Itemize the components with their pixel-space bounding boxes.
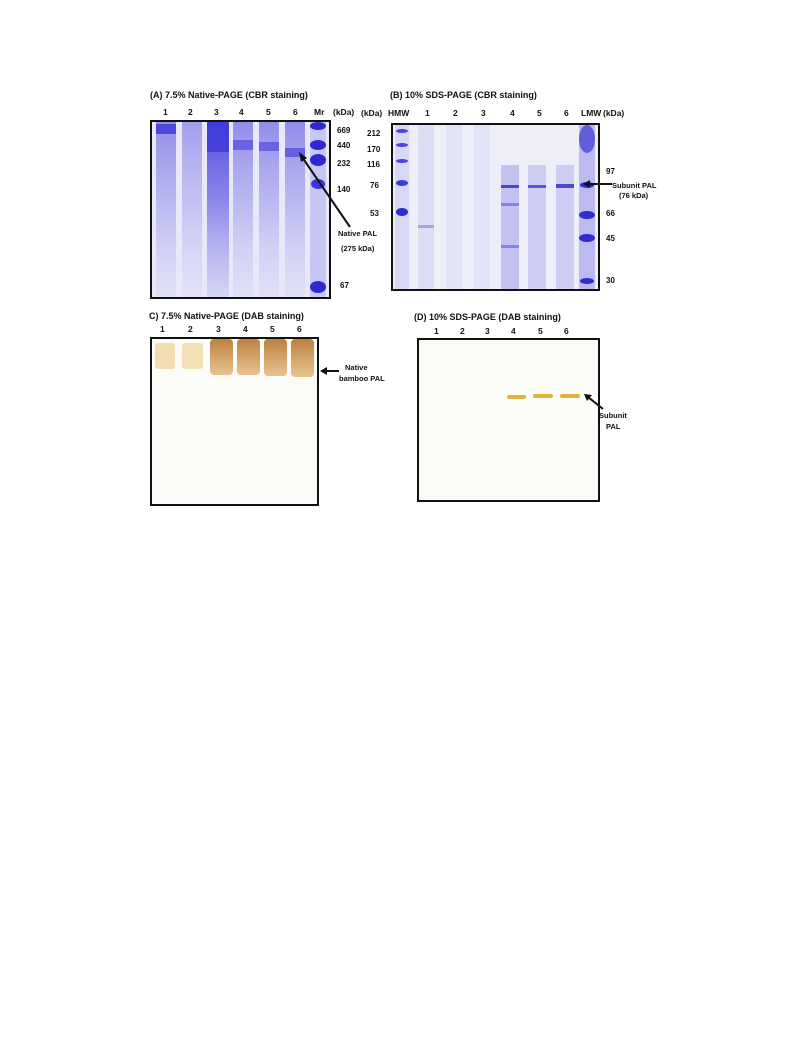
panel-c-title: C) 7.5% Native-PAGE (DAB staining) <box>149 311 304 321</box>
panel-a-gel-image <box>150 120 331 299</box>
panel-d-lane-4: 4 <box>511 326 516 336</box>
panel-b-lane-3: 3 <box>481 108 486 118</box>
panel-c-arrow <box>320 367 339 375</box>
panel-c-lane-1: 1 <box>160 324 165 334</box>
panel-c-gel-image <box>150 337 319 506</box>
panel-a-annotation-line2: (275 kDa) <box>341 244 375 253</box>
panel-a-annotation-line1: Native PAL <box>338 229 378 238</box>
panel-c-annotation-line1: Native <box>345 363 368 372</box>
panel-b-unit-right: (kDa) <box>603 108 625 118</box>
panel-b-lane-2: 2 <box>453 108 458 118</box>
panel-a-marker-669: 669 <box>337 126 351 135</box>
panel-d-title: (D) 10% SDS-PAGE (DAB staining) <box>414 312 561 322</box>
panel-d-annotation-line1: Subunit <box>599 411 627 420</box>
panel-b-lane-6: 6 <box>564 108 569 118</box>
panel-b-arrow <box>583 180 612 188</box>
panel-c-annotation-line2: bamboo PAL <box>339 374 385 383</box>
panel-b-gel-image <box>391 123 600 291</box>
panel-d-gel-image <box>417 338 600 502</box>
panel-a-lane-1: 1 <box>163 107 168 117</box>
panel-b-marker-76: 76 <box>370 181 379 190</box>
panel-b-lane-1: 1 <box>425 108 430 118</box>
panel-a-unit: (kDa) <box>333 107 355 117</box>
panel-b-marker-53: 53 <box>370 209 379 218</box>
panel-a-lane-5: 5 <box>266 107 271 117</box>
panel-c-lane-4: 4 <box>243 324 248 334</box>
panel-a-lane-2: 2 <box>188 107 193 117</box>
panel-d-lane-3: 3 <box>485 326 490 336</box>
panel-c-lane-6: 6 <box>297 324 302 334</box>
panel-c-lane-3: 3 <box>216 324 221 334</box>
panel-b-marker-30: 30 <box>606 276 615 285</box>
panel-c-lane-5: 5 <box>270 324 275 334</box>
panel-d-annotation-line2: PAL <box>606 422 621 431</box>
panel-b-unit-left: (kDa) <box>361 108 383 118</box>
panel-a-lane-4: 4 <box>239 107 244 117</box>
panel-a-marker-67: 67 <box>340 281 349 290</box>
panel-b-lane-hmw: HMW <box>388 108 410 118</box>
panel-b-marker-212: 212 <box>367 129 381 138</box>
panel-a-marker-232: 232 <box>337 159 351 168</box>
panel-a-marker-440: 440 <box>337 141 351 150</box>
panel-a-title: (A) 7.5% Native-PAGE (CBR staining) <box>150 90 308 100</box>
panel-d-lane-5: 5 <box>538 326 543 336</box>
panel-b-marker-97: 97 <box>606 167 615 176</box>
panel-a-lane-3: 3 <box>214 107 219 117</box>
panel-b-lane-5: 5 <box>537 108 542 118</box>
panel-b-annotation-line1: Subunit PAL <box>612 181 657 190</box>
panel-b-marker-170: 170 <box>367 145 381 154</box>
panel-b-lane-lmw: LMW <box>581 108 602 118</box>
panel-b-title: (B) 10% SDS-PAGE (CBR staining) <box>390 90 537 100</box>
panel-a-lane-6: 6 <box>293 107 298 117</box>
panel-c-lane-2: 2 <box>188 324 193 334</box>
panel-a-lane-mr: Mr <box>314 107 325 117</box>
panel-d-lane-1: 1 <box>434 326 439 336</box>
panel-b-marker-116: 116 <box>367 160 380 169</box>
panel-a-arrow <box>299 152 351 228</box>
panel-b-marker-45: 45 <box>606 234 615 243</box>
panel-b-lane-4: 4 <box>510 108 515 118</box>
panel-d-lane-6: 6 <box>564 326 569 336</box>
panel-a-marker-140: 140 <box>337 185 351 194</box>
panel-d-arrow <box>584 394 604 410</box>
panel-b-marker-66: 66 <box>606 209 615 218</box>
panel-d-lane-2: 2 <box>460 326 465 336</box>
panel-b-annotation-line2: (76 kDa) <box>619 191 649 200</box>
